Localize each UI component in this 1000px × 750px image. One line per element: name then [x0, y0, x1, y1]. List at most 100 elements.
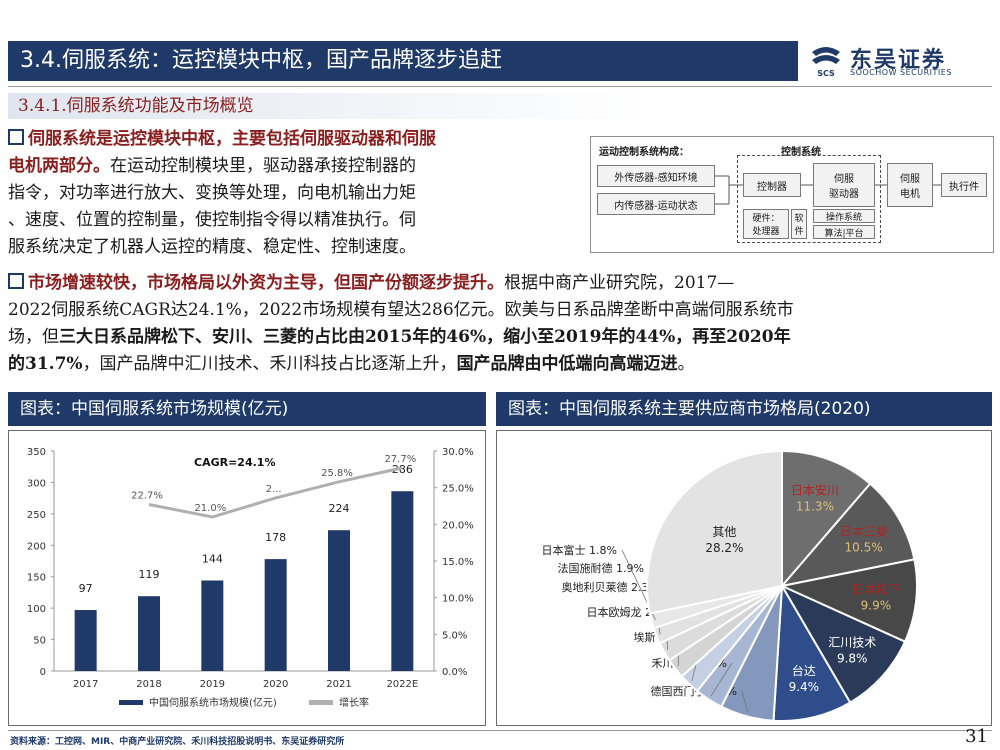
control-system-group: [737, 155, 881, 243]
y-tick-label: 50: [33, 636, 46, 647]
internal-sensor-box: 内传感器-运动状态: [597, 193, 715, 215]
para1-line-5: 服系统决定了机器人运控的精度、稳定性、控制速度。: [8, 237, 416, 257]
left-chart-title: 图表：中国伺服系统市场规模(亿元): [8, 392, 486, 426]
growth-rate-label: 27.7%: [384, 454, 416, 465]
growth-rate-label: 25.8%: [321, 468, 353, 479]
page-number: 31: [965, 726, 988, 747]
brand-logo: SCS 东吴证券 SOOCHOW SECURITIES: [808, 42, 993, 82]
y-tick-label: 0: [40, 667, 46, 678]
para1-line-2: 电机两部分。在运动控制模块里，驱动器承接控制器的: [8, 156, 416, 176]
pie-value-label: 9.8%: [837, 651, 868, 665]
y-tick-label: 350: [27, 447, 46, 458]
y2-tick-label: 25.0%: [442, 484, 474, 495]
market-size-chart: 0 50 100 150 200 250 300 350 0.0% 5.0% 10.0% 15.0% 2…: [8, 430, 486, 726]
para1-line-3: 指令，对功率进行放大、变换等处理，向电机输出力矩: [8, 183, 416, 203]
x-tick-label: 2020: [263, 679, 288, 690]
legend-bar-label: 中国伺服系统市场规模(亿元): [149, 696, 277, 709]
bar: [201, 580, 224, 671]
source-note: 资料来源：工控网、MIR、中商产业研究院、禾川科技招股说明书、东吴证券研究所: [10, 737, 345, 747]
bar-value-label: 286: [392, 463, 413, 476]
para1-line-1: 伺服系统是运控模块中枢，主要包括伺服驱动器和伺服: [8, 126, 583, 153]
pie-label: 日本富士 1.8%: [542, 543, 617, 557]
x-tick-label: 2018: [136, 679, 161, 690]
pie-label: 日本松下: [852, 583, 900, 597]
y2-tick-label: 20.0%: [442, 520, 474, 531]
paragraph-servo-function: 伺服系统是运控模块中枢，主要包括伺服驱动器和伺服 电机两部分。在运动控制模块里，…: [8, 126, 583, 261]
bar-value-label: 224: [329, 502, 350, 515]
x-tick-label: 2022E: [386, 679, 418, 690]
pie-value-label: 28.2%: [705, 541, 743, 555]
bar: [138, 596, 160, 671]
y-tick-label: 300: [27, 478, 46, 489]
y-tick-label: 100: [27, 604, 46, 615]
para2-line-3: 场，但三大日系品牌松下、安川、三菱的占比由2015年的46%，缩小至2019年的…: [8, 327, 791, 347]
pie-label: 汇川技术: [828, 635, 876, 649]
logo-chinese: 东吴证券: [850, 48, 947, 73]
x-tick-label: 2017: [73, 679, 98, 690]
leader-line: [710, 662, 733, 697]
y2-tick-label: 5.0%: [442, 630, 467, 641]
legend-line-label: 增长率: [339, 696, 369, 709]
y-tick-label: 200: [27, 541, 46, 552]
bar: [264, 559, 287, 671]
servo-driver-box: 伺服 驱动器: [813, 163, 875, 207]
para2-line-2: 2022伺服系统CAGR达24.1%，2022市场规模有望达286亿元。欧美与日…: [8, 300, 794, 320]
y2-tick-label: 30.0%: [442, 447, 474, 458]
x-tick-label: 2021: [326, 679, 351, 690]
para2-line-1: 市场增速较快，市场格局以外资为主导，但国产份额逐步提升。根据中商产业研究院，20…: [8, 270, 992, 297]
growth-rate-line: [148, 466, 403, 519]
bullet-square-icon: [8, 273, 24, 289]
market-size-chart-svg: 0 50 100 150 200 250 300 350 0.0% 5.0% 10.0% 15.0% 2…: [27, 447, 474, 709]
cagr-annotation: CAGR=24.1%: [194, 456, 275, 469]
pie-slice: [646, 449, 783, 615]
page-title: 3.4.伺服系统：运控模块中枢，国产品牌逐步追赶: [8, 41, 798, 81]
bar-value-label: 178: [265, 531, 286, 544]
bar: [74, 610, 97, 671]
bullet-square-icon: [8, 129, 24, 145]
legend-line-swatch: [309, 700, 333, 705]
algorithm-box: 算法|平台: [813, 225, 875, 239]
logo-mark-icon: SCS: [812, 47, 840, 78]
right-chart-title: 图表：中国伺服系统主要供应商市场格局(2020): [496, 392, 992, 426]
pie-label: 其他: [712, 525, 736, 539]
external-sensor-box: 外传感器-感知环境: [597, 165, 715, 187]
diagram-title: 运动控制系统构成：: [599, 147, 689, 158]
bar: [391, 491, 414, 671]
bar-value-label: 97: [79, 582, 93, 595]
supplier-share-chart: 日本安川 11.3% 日本三菱 10.5% 日本松下 9.9% 汇川技术 9.8% 台达 9.4%…: [496, 430, 992, 726]
pie-value-label: 11.3%: [796, 499, 834, 513]
pie-slice: [779, 482, 916, 588]
control-system-label: 控制系统: [781, 147, 821, 158]
y-tick-label: 150: [27, 573, 46, 584]
motion-control-diagram: 运动控制系统构成： 控制系统 外传感器-感知环境 内传感器-运动状态 控制器 伺…: [590, 136, 994, 253]
y2-tick-label: 0.0%: [442, 667, 467, 678]
y2-tick-label: 15.0%: [442, 557, 474, 568]
pie-slice: [779, 583, 907, 704]
y2-tick-label: 10.0%: [442, 594, 474, 605]
x-tick-label: 2019: [200, 679, 225, 690]
bar-value-label: 119: [139, 568, 160, 581]
leader-line: [741, 690, 749, 713]
pie-label: 日本安川: [791, 482, 839, 497]
y-tick-label: 250: [27, 510, 46, 521]
paragraph-market: 市场增速较快，市场格局以外资为主导，但国产份额逐步提升。根据中商产业研究院，20…: [8, 270, 992, 378]
header-divider: [8, 86, 992, 87]
supplier-share-chart-svg: 日本安川 11.3% 日本三菱 10.5% 日本松下 9.9% 汇川技术 9.8% 台达 9.4%…: [542, 449, 918, 722]
logo-mark-text: SCS: [817, 69, 835, 78]
pie-label: 法国施耐德 1.9%: [558, 561, 644, 575]
os-box: 操作系统: [813, 209, 875, 223]
software-box: 软件: [791, 209, 807, 239]
pie-value-label: 10.5%: [845, 540, 883, 554]
controller-box: 控制器: [743, 173, 801, 197]
growth-rate-label: 2...: [266, 484, 282, 495]
pie-label: 日本三菱: [840, 524, 888, 538]
pie-slice: [781, 449, 872, 589]
para2-line-4: 的31.7%，国产品牌中汇川技术、禾川科技占比逐渐上升，国产品牌由中低端向高端迈…: [8, 354, 695, 374]
pie-label: 台达: [792, 663, 816, 678]
bar: [328, 530, 350, 671]
pie-value-label: 9.4%: [789, 680, 820, 694]
actuator-box: 执行件: [941, 173, 987, 197]
growth-rate-label: 22.7%: [131, 491, 163, 502]
pie-slice: [778, 558, 918, 643]
footer-divider: [8, 730, 992, 731]
